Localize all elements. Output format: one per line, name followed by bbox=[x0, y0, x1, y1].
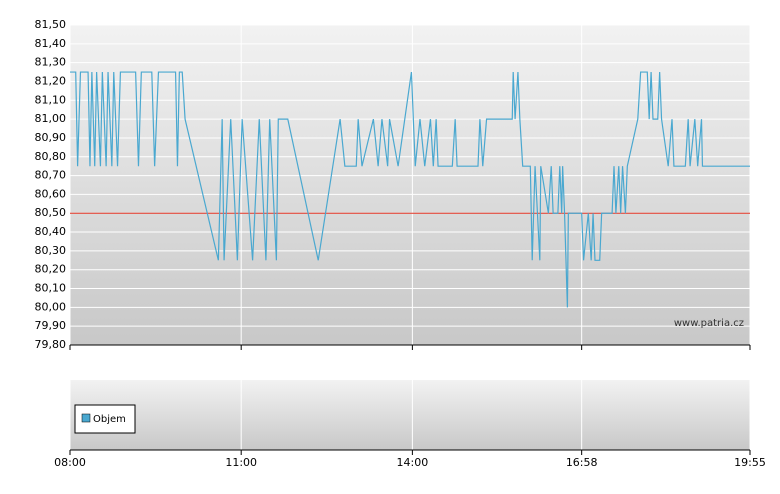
y-tick-label: 80,20 bbox=[35, 263, 67, 276]
y-tick-label: 80,60 bbox=[35, 187, 67, 200]
y-tick-label: 81,00 bbox=[35, 112, 67, 125]
y-tick-label: 81,30 bbox=[35, 56, 67, 69]
x-tick-label: 16:58 bbox=[566, 456, 598, 469]
price-line bbox=[70, 71, 750, 308]
y-tick-label: 79,80 bbox=[35, 338, 67, 351]
price-panel bbox=[70, 25, 750, 345]
legend-label: Objem bbox=[93, 414, 126, 425]
grid bbox=[69, 24, 751, 450]
y-tick-label: 80,50 bbox=[35, 206, 67, 219]
legend-swatch bbox=[81, 413, 91, 423]
y-tick-label: 81,40 bbox=[35, 37, 67, 50]
y-tick-label: 80,10 bbox=[35, 282, 67, 295]
y-tick-label: 81,50 bbox=[35, 18, 67, 31]
y-tick-label: 81,20 bbox=[35, 74, 67, 87]
x-tick-label: 11:00 bbox=[225, 456, 257, 469]
y-tick-label: 80,40 bbox=[35, 225, 67, 238]
y-tick-label: 80,70 bbox=[35, 169, 67, 182]
y-tick-label: 80,00 bbox=[35, 300, 67, 313]
y-tick-label: 81,10 bbox=[35, 93, 67, 106]
x-tick-label: 14:00 bbox=[397, 456, 429, 469]
volume-panel bbox=[70, 380, 750, 450]
y-tick-label: 80,30 bbox=[35, 244, 67, 257]
y-tick-label: 80,90 bbox=[35, 131, 67, 144]
y-tick-label: 80,80 bbox=[35, 150, 67, 163]
x-tick-label: 08:00 bbox=[54, 456, 86, 469]
y-tick-label: 79,90 bbox=[35, 319, 67, 332]
watermark: www.patria.cz bbox=[674, 318, 744, 329]
x-tick-label: 19:55 bbox=[734, 456, 766, 469]
